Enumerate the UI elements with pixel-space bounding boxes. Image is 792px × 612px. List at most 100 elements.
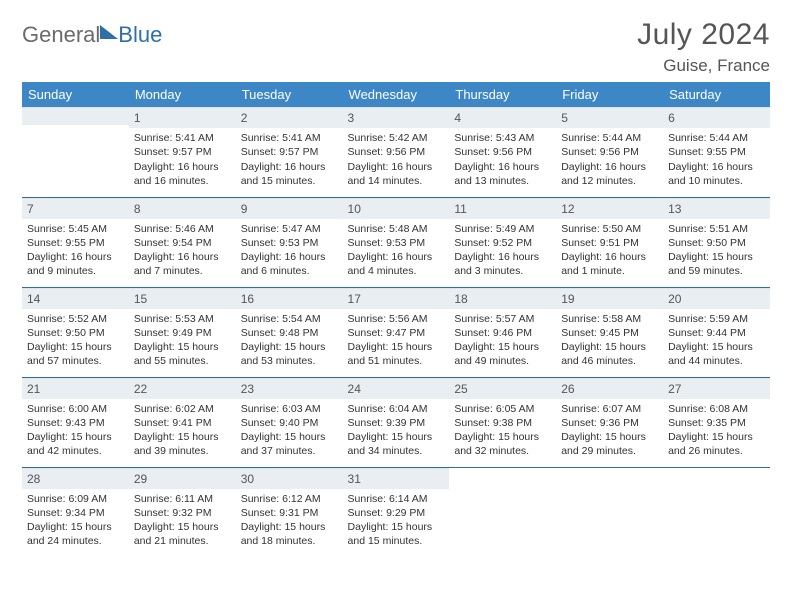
- sunrise-line: Sunrise: 5:52 AM: [27, 312, 124, 326]
- sunset-line: Sunset: 9:29 PM: [348, 506, 445, 520]
- sunset-line: Sunset: 9:49 PM: [134, 326, 231, 340]
- sunrise-line: Sunrise: 6:14 AM: [348, 492, 445, 506]
- day-details: Sunrise: 6:04 AMSunset: 9:39 PMDaylight:…: [343, 399, 450, 463]
- weekday-header: Sunday: [22, 82, 129, 107]
- day-number: 12: [556, 198, 663, 219]
- day-details: Sunrise: 6:12 AMSunset: 9:31 PMDaylight:…: [236, 489, 343, 553]
- brand-word-b: Blue: [118, 22, 162, 48]
- sunset-line: Sunset: 9:56 PM: [454, 145, 551, 159]
- sunset-line: Sunset: 9:34 PM: [27, 506, 124, 520]
- sunrise-line: Sunrise: 5:43 AM: [454, 131, 551, 145]
- sunset-line: Sunset: 9:38 PM: [454, 416, 551, 430]
- sunrise-line: Sunrise: 5:46 AM: [134, 222, 231, 236]
- calendar-cell: 5Sunrise: 5:44 AMSunset: 9:56 PMDaylight…: [556, 107, 663, 197]
- daylight-line: Daylight: 15 hours and 15 minutes.: [348, 520, 445, 548]
- sunset-line: Sunset: 9:45 PM: [561, 326, 658, 340]
- day-details: Sunrise: 6:00 AMSunset: 9:43 PMDaylight:…: [22, 399, 129, 463]
- calendar-cell: 30Sunrise: 6:12 AMSunset: 9:31 PMDayligh…: [236, 467, 343, 557]
- sunrise-line: Sunrise: 5:59 AM: [668, 312, 765, 326]
- daylight-line: Daylight: 16 hours and 7 minutes.: [134, 250, 231, 278]
- sunrise-line: Sunrise: 6:00 AM: [27, 402, 124, 416]
- day-number: 31: [343, 468, 450, 489]
- sunrise-line: Sunrise: 6:03 AM: [241, 402, 338, 416]
- calendar-cell: 28Sunrise: 6:09 AMSunset: 9:34 PMDayligh…: [22, 467, 129, 557]
- calendar-cell: 23Sunrise: 6:03 AMSunset: 9:40 PMDayligh…: [236, 377, 343, 467]
- sunset-line: Sunset: 9:50 PM: [27, 326, 124, 340]
- sunrise-line: Sunrise: 5:44 AM: [561, 131, 658, 145]
- calendar-cell: 7Sunrise: 5:45 AMSunset: 9:55 PMDaylight…: [22, 197, 129, 287]
- daylight-line: Daylight: 15 hours and 51 minutes.: [348, 340, 445, 368]
- sunset-line: Sunset: 9:53 PM: [348, 236, 445, 250]
- day-details: Sunrise: 6:02 AMSunset: 9:41 PMDaylight:…: [129, 399, 236, 463]
- day-number: 8: [129, 198, 236, 219]
- day-number: 24: [343, 378, 450, 399]
- daylight-line: Daylight: 16 hours and 12 minutes.: [561, 160, 658, 188]
- calendar-cell: [22, 107, 129, 197]
- sunrise-line: Sunrise: 6:05 AM: [454, 402, 551, 416]
- calendar-cell: 27Sunrise: 6:08 AMSunset: 9:35 PMDayligh…: [663, 377, 770, 467]
- day-number: 23: [236, 378, 343, 399]
- sunset-line: Sunset: 9:55 PM: [27, 236, 124, 250]
- day-details: Sunrise: 5:52 AMSunset: 9:50 PMDaylight:…: [22, 309, 129, 373]
- day-details: Sunrise: 5:56 AMSunset: 9:47 PMDaylight:…: [343, 309, 450, 373]
- day-number: 18: [449, 288, 556, 309]
- sunset-line: Sunset: 9:41 PM: [134, 416, 231, 430]
- day-details: Sunrise: 6:08 AMSunset: 9:35 PMDaylight:…: [663, 399, 770, 463]
- daylight-line: Daylight: 15 hours and 32 minutes.: [454, 430, 551, 458]
- daylight-line: Daylight: 15 hours and 37 minutes.: [241, 430, 338, 458]
- calendar-cell: [556, 467, 663, 557]
- day-details: Sunrise: 5:54 AMSunset: 9:48 PMDaylight:…: [236, 309, 343, 373]
- daylight-line: Daylight: 16 hours and 15 minutes.: [241, 160, 338, 188]
- day-details: Sunrise: 5:45 AMSunset: 9:55 PMDaylight:…: [22, 219, 129, 283]
- daylight-line: Daylight: 16 hours and 9 minutes.: [27, 250, 124, 278]
- sunset-line: Sunset: 9:39 PM: [348, 416, 445, 430]
- day-number: 15: [129, 288, 236, 309]
- sunrise-line: Sunrise: 5:58 AM: [561, 312, 658, 326]
- daylight-line: Daylight: 16 hours and 1 minute.: [561, 250, 658, 278]
- calendar-table: SundayMondayTuesdayWednesdayThursdayFrid…: [22, 82, 770, 557]
- calendar-body: 1Sunrise: 5:41 AMSunset: 9:57 PMDaylight…: [22, 107, 770, 557]
- calendar-cell: 3Sunrise: 5:42 AMSunset: 9:56 PMDaylight…: [343, 107, 450, 197]
- day-number: 26: [556, 378, 663, 399]
- day-number: 29: [129, 468, 236, 489]
- weekday-header: Monday: [129, 82, 236, 107]
- calendar-cell: [663, 467, 770, 557]
- day-number: 22: [129, 378, 236, 399]
- day-number: 30: [236, 468, 343, 489]
- sunrise-line: Sunrise: 6:08 AM: [668, 402, 765, 416]
- brand-word-a: General: [22, 22, 100, 48]
- day-number: 16: [236, 288, 343, 309]
- calendar-cell: 1Sunrise: 5:41 AMSunset: 9:57 PMDaylight…: [129, 107, 236, 197]
- sunset-line: Sunset: 9:48 PM: [241, 326, 338, 340]
- weekday-header: Saturday: [663, 82, 770, 107]
- daylight-line: Daylight: 16 hours and 4 minutes.: [348, 250, 445, 278]
- calendar-cell: 17Sunrise: 5:56 AMSunset: 9:47 PMDayligh…: [343, 287, 450, 377]
- sunset-line: Sunset: 9:50 PM: [668, 236, 765, 250]
- calendar-cell: 24Sunrise: 6:04 AMSunset: 9:39 PMDayligh…: [343, 377, 450, 467]
- day-details: Sunrise: 5:44 AMSunset: 9:56 PMDaylight:…: [556, 128, 663, 192]
- sunrise-line: Sunrise: 6:12 AM: [241, 492, 338, 506]
- calendar-cell: 12Sunrise: 5:50 AMSunset: 9:51 PMDayligh…: [556, 197, 663, 287]
- daylight-line: Daylight: 16 hours and 14 minutes.: [348, 160, 445, 188]
- sunrise-line: Sunrise: 6:02 AM: [134, 402, 231, 416]
- day-number: 9: [236, 198, 343, 219]
- day-details: Sunrise: 5:48 AMSunset: 9:53 PMDaylight:…: [343, 219, 450, 283]
- sunset-line: Sunset: 9:56 PM: [561, 145, 658, 159]
- day-number: 17: [343, 288, 450, 309]
- day-number: 19: [556, 288, 663, 309]
- sunset-line: Sunset: 9:56 PM: [348, 145, 445, 159]
- calendar-cell: 13Sunrise: 5:51 AMSunset: 9:50 PMDayligh…: [663, 197, 770, 287]
- brand-logo: General Blue: [22, 18, 162, 48]
- day-number: 7: [22, 198, 129, 219]
- day-number: 28: [22, 468, 129, 489]
- sunset-line: Sunset: 9:44 PM: [668, 326, 765, 340]
- day-number: 13: [663, 198, 770, 219]
- day-details: Sunrise: 6:14 AMSunset: 9:29 PMDaylight:…: [343, 489, 450, 553]
- sunset-line: Sunset: 9:55 PM: [668, 145, 765, 159]
- sunrise-line: Sunrise: 5:54 AM: [241, 312, 338, 326]
- sunrise-line: Sunrise: 5:41 AM: [241, 131, 338, 145]
- day-number: 2: [236, 107, 343, 128]
- sunrise-line: Sunrise: 5:41 AM: [134, 131, 231, 145]
- day-number: 1: [129, 107, 236, 128]
- calendar-cell: 29Sunrise: 6:11 AMSunset: 9:32 PMDayligh…: [129, 467, 236, 557]
